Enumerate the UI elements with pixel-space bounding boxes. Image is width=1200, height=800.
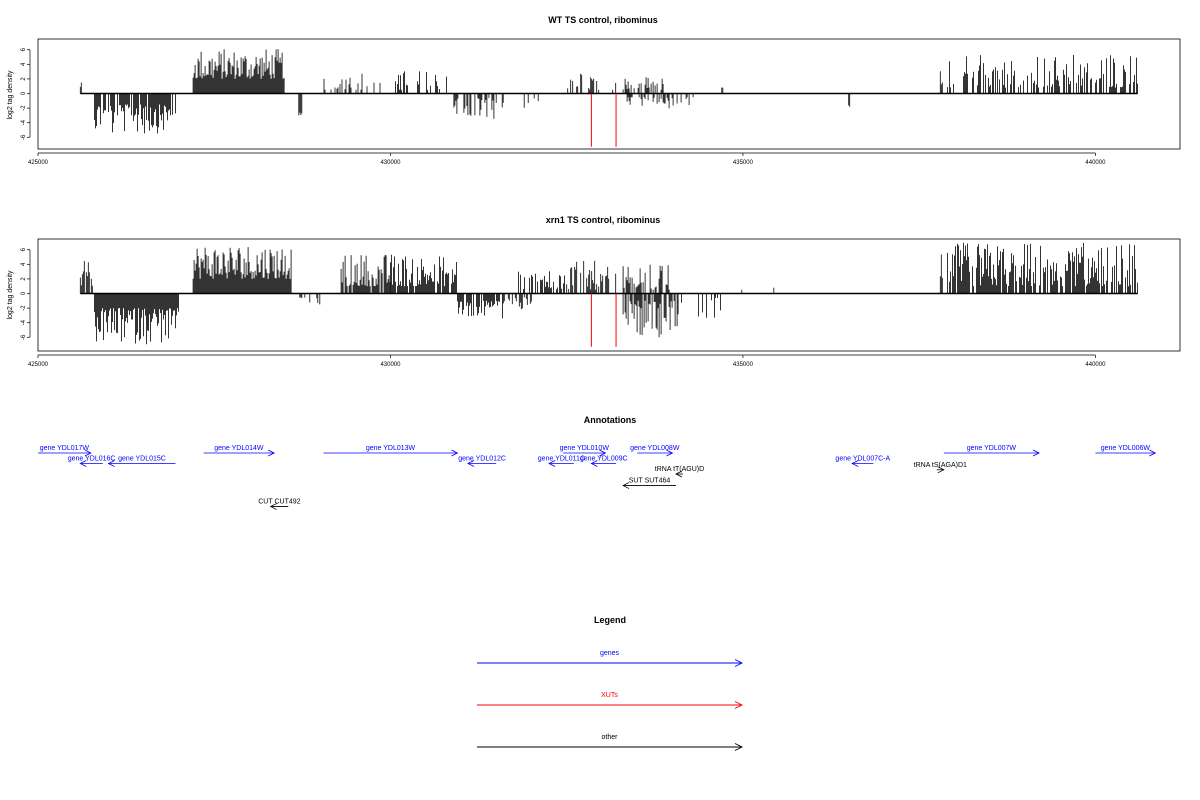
annotation-label: gene YDL016C	[68, 456, 116, 463]
annotation-arrow-head	[467, 460, 475, 467]
annotation-label: gene YDL008W	[630, 445, 680, 452]
legend-label: genes	[600, 650, 620, 657]
legend-label: XUTs	[601, 692, 618, 699]
x-tick-label: 430000	[380, 160, 401, 166]
annotation-arrow-head	[107, 460, 115, 467]
annotation-arrow-head	[675, 470, 683, 478]
x-tick-label: 440000	[1085, 160, 1106, 166]
xrn1-panel: xrn1 TS control, ribominus log2 tag dens…	[7, 215, 1181, 368]
y-tick-label: 2	[21, 77, 27, 81]
y-tick-label: -2	[21, 305, 27, 311]
y-tick-label: 6	[21, 47, 27, 51]
y-tick-label: -6	[21, 334, 27, 340]
annotation-label: SUT SUT464	[629, 478, 671, 485]
annotation-label: gene YDL007C-A	[835, 456, 890, 463]
annotations-title: Annotations	[584, 415, 637, 425]
annotation-arrow-head	[622, 482, 630, 489]
y-tick-label: -4	[21, 319, 27, 325]
y-tick-label: 0	[21, 91, 27, 95]
y-tick-label: 4	[21, 262, 27, 266]
wt-panel-title: WT TS control, ribominus	[548, 15, 658, 25]
annotation-label: gene YDL012C	[458, 456, 506, 463]
annotation-arrow-head	[1032, 449, 1040, 457]
annotation-label: gene YDL007W	[967, 445, 1017, 452]
wt-axes: 6 4 2 0 -2 -4 -6 425000 430000 435000 440000	[21, 47, 1106, 166]
x-tick-label: 435000	[733, 160, 754, 166]
annotation-arrow-head	[267, 449, 276, 457]
xrn1-panel-frame	[37, 238, 1181, 352]
x-tick-label: 435000	[733, 362, 754, 368]
y-tick-label: -4	[21, 119, 27, 125]
annotation-arrow-head	[269, 503, 277, 510]
x-tick-label: 440000	[1085, 362, 1106, 368]
annotation-arrow-head	[79, 460, 87, 467]
legend-arrow-head	[734, 743, 744, 751]
annotation-label: gene YDL009C	[580, 456, 628, 463]
annotation-arrow-head	[84, 449, 92, 457]
xrn1-panel-ylabel: log2 tag density	[7, 270, 14, 320]
y-tick-label: 6	[21, 247, 27, 251]
annotation-label: tRNA tT(AGU)D	[655, 466, 704, 473]
wt-panel-ylabel: log2 tag density	[7, 70, 14, 120]
annotation-arrow-head	[599, 449, 607, 457]
wt-bars	[79, 49, 1138, 147]
legend: Legend genes XUTs other	[477, 615, 744, 751]
annotation-label: gene YDL014W	[214, 445, 264, 452]
annotation-label: gene YDL010W	[560, 445, 610, 452]
annotation-label: gene YDL006W	[1101, 445, 1151, 452]
y-tick-label: -6	[21, 134, 27, 140]
annotation-arrow-head	[451, 449, 459, 457]
y-tick-label: -2	[21, 105, 27, 111]
legend-arrow-head	[734, 701, 744, 709]
annotation-label: CUT CUT492	[258, 499, 300, 506]
annotation-arrow-head	[1149, 449, 1157, 457]
wt-panel: WT TS control, ribominus log2 tag densit…	[7, 15, 1181, 166]
legend-title: Legend	[594, 615, 626, 625]
annotation-arrow-head	[937, 466, 945, 474]
legend-label: other	[602, 734, 619, 741]
y-tick-label: 0	[21, 291, 27, 295]
xrn1-bars	[79, 242, 1138, 347]
annotation-label: gene YDL017W	[40, 445, 90, 452]
x-tick-label: 425000	[28, 160, 49, 166]
y-tick-label: 4	[21, 62, 27, 66]
xrn1-axes: 6 4 2 0 -2 -4 -6 425000 430000 435000 440000	[21, 247, 1106, 368]
legend-arrow-head	[734, 659, 744, 667]
annotation-label: gene YDL013W	[366, 445, 416, 452]
wt-panel-frame	[37, 38, 1181, 150]
x-tick-label: 425000	[28, 362, 49, 368]
annotation-arrow-head	[548, 460, 556, 467]
xrn1-panel-title: xrn1 TS control, ribominus	[546, 215, 661, 225]
y-tick-label: 2	[21, 277, 27, 281]
x-tick-label: 430000	[380, 362, 401, 368]
annotation-arrow-head	[851, 460, 859, 467]
annotation-arrow-head	[666, 449, 674, 457]
annotation-arrow-head	[590, 460, 598, 467]
annotation-label: gene YDL011C	[538, 456, 585, 463]
annotation-label: tRNA tS(AGA)D1	[914, 462, 967, 469]
annotation-label: gene YDL015C	[118, 456, 166, 463]
